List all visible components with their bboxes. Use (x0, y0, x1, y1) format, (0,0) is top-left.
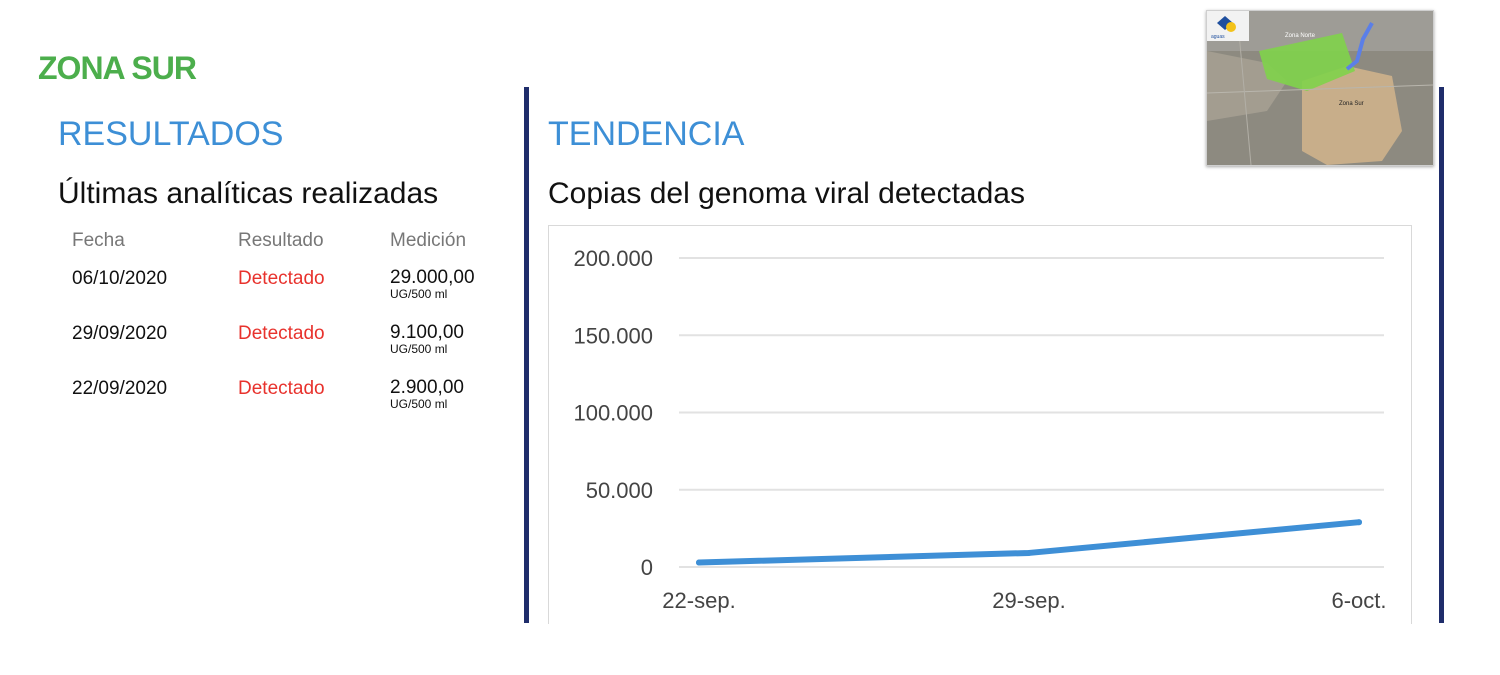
section-divider (524, 87, 529, 623)
data-point (1356, 519, 1362, 526)
row-date: 29/09/2020 (72, 323, 168, 344)
row-measurement: 9.100,00 UG/500 ml (390, 323, 464, 356)
trend-heading: TENDENCIA (548, 115, 745, 153)
measurement-value: 9.100,00 (390, 322, 464, 343)
map-label-north: Zona Norte (1285, 33, 1316, 39)
measurement-unit: UG/500 ml (390, 397, 448, 411)
row-date: 22/09/2020 (72, 378, 168, 399)
x-tick-label: 6-oct. (1331, 588, 1386, 613)
column-header-date: Fecha (72, 230, 125, 251)
data-point (696, 559, 702, 566)
y-tick-label: 50.000 (586, 478, 653, 503)
series (696, 519, 1362, 566)
results-heading: RESULTADOS (58, 115, 284, 153)
table-row: 29/09/2020 Detectado 9.100,00 UG/500 ml (72, 323, 502, 373)
y-tick-label: 200.000 (573, 246, 653, 271)
trend-chart: 0 50.000 100.000 150.000 200.000 22-sep. 29-s… (548, 225, 1412, 624)
measurement-value: 29.000,00 (390, 267, 475, 288)
table-row: 06/10/2020 Detectado 29.000,00 UG/500 ml (72, 268, 502, 318)
x-axis-ticks: 22-sep. 29-sep. 6-oct. (662, 588, 1386, 613)
map-image: aguas Zona Norte Zona Sur (1207, 11, 1433, 165)
results-subheading: Últimas analíticas realizadas (58, 177, 439, 210)
column-header-result: Resultado (238, 230, 324, 251)
map-label-south: Zona Sur (1339, 101, 1364, 107)
zone-map-thumbnail: aguas Zona Norte Zona Sur (1206, 10, 1434, 166)
measurement-value: 2.900,00 (390, 377, 464, 398)
y-tick-label: 150.000 (573, 323, 653, 348)
trend-subheading: Copias del genoma viral detectadas (548, 177, 1025, 210)
y-tick-label: 100.000 (573, 401, 653, 426)
y-tick-label: 0 (641, 555, 653, 580)
y-axis-ticks: 0 50.000 100.000 150.000 200.000 (573, 246, 653, 580)
row-date: 06/10/2020 (72, 268, 168, 289)
column-header-measurement: Medición (390, 230, 467, 251)
row-measurement: 2.900,00 UG/500 ml (390, 378, 464, 411)
section-divider (1439, 87, 1444, 623)
x-tick-label: 29-sep. (992, 588, 1065, 613)
row-result: Detectado (238, 268, 325, 289)
series-line (696, 519, 1362, 566)
row-result: Detectado (238, 323, 325, 344)
row-result: Detectado (238, 378, 325, 399)
map-logo-text: aguas (1211, 34, 1225, 40)
grid-lines (679, 257, 1384, 568)
table-row: 22/09/2020 Detectado 2.900,00 UG/500 ml (72, 378, 502, 428)
line-chart: 0 50.000 100.000 150.000 200.000 22-sep. 29-s… (573, 246, 1386, 613)
measurement-unit: UG/500 ml (390, 342, 448, 356)
row-measurement: 29.000,00 UG/500 ml (390, 268, 475, 301)
data-point (1026, 549, 1032, 556)
x-tick-label: 22-sep. (662, 588, 735, 613)
measurement-unit: UG/500 ml (390, 287, 448, 301)
zone-title: ZONA SUR (38, 50, 197, 86)
